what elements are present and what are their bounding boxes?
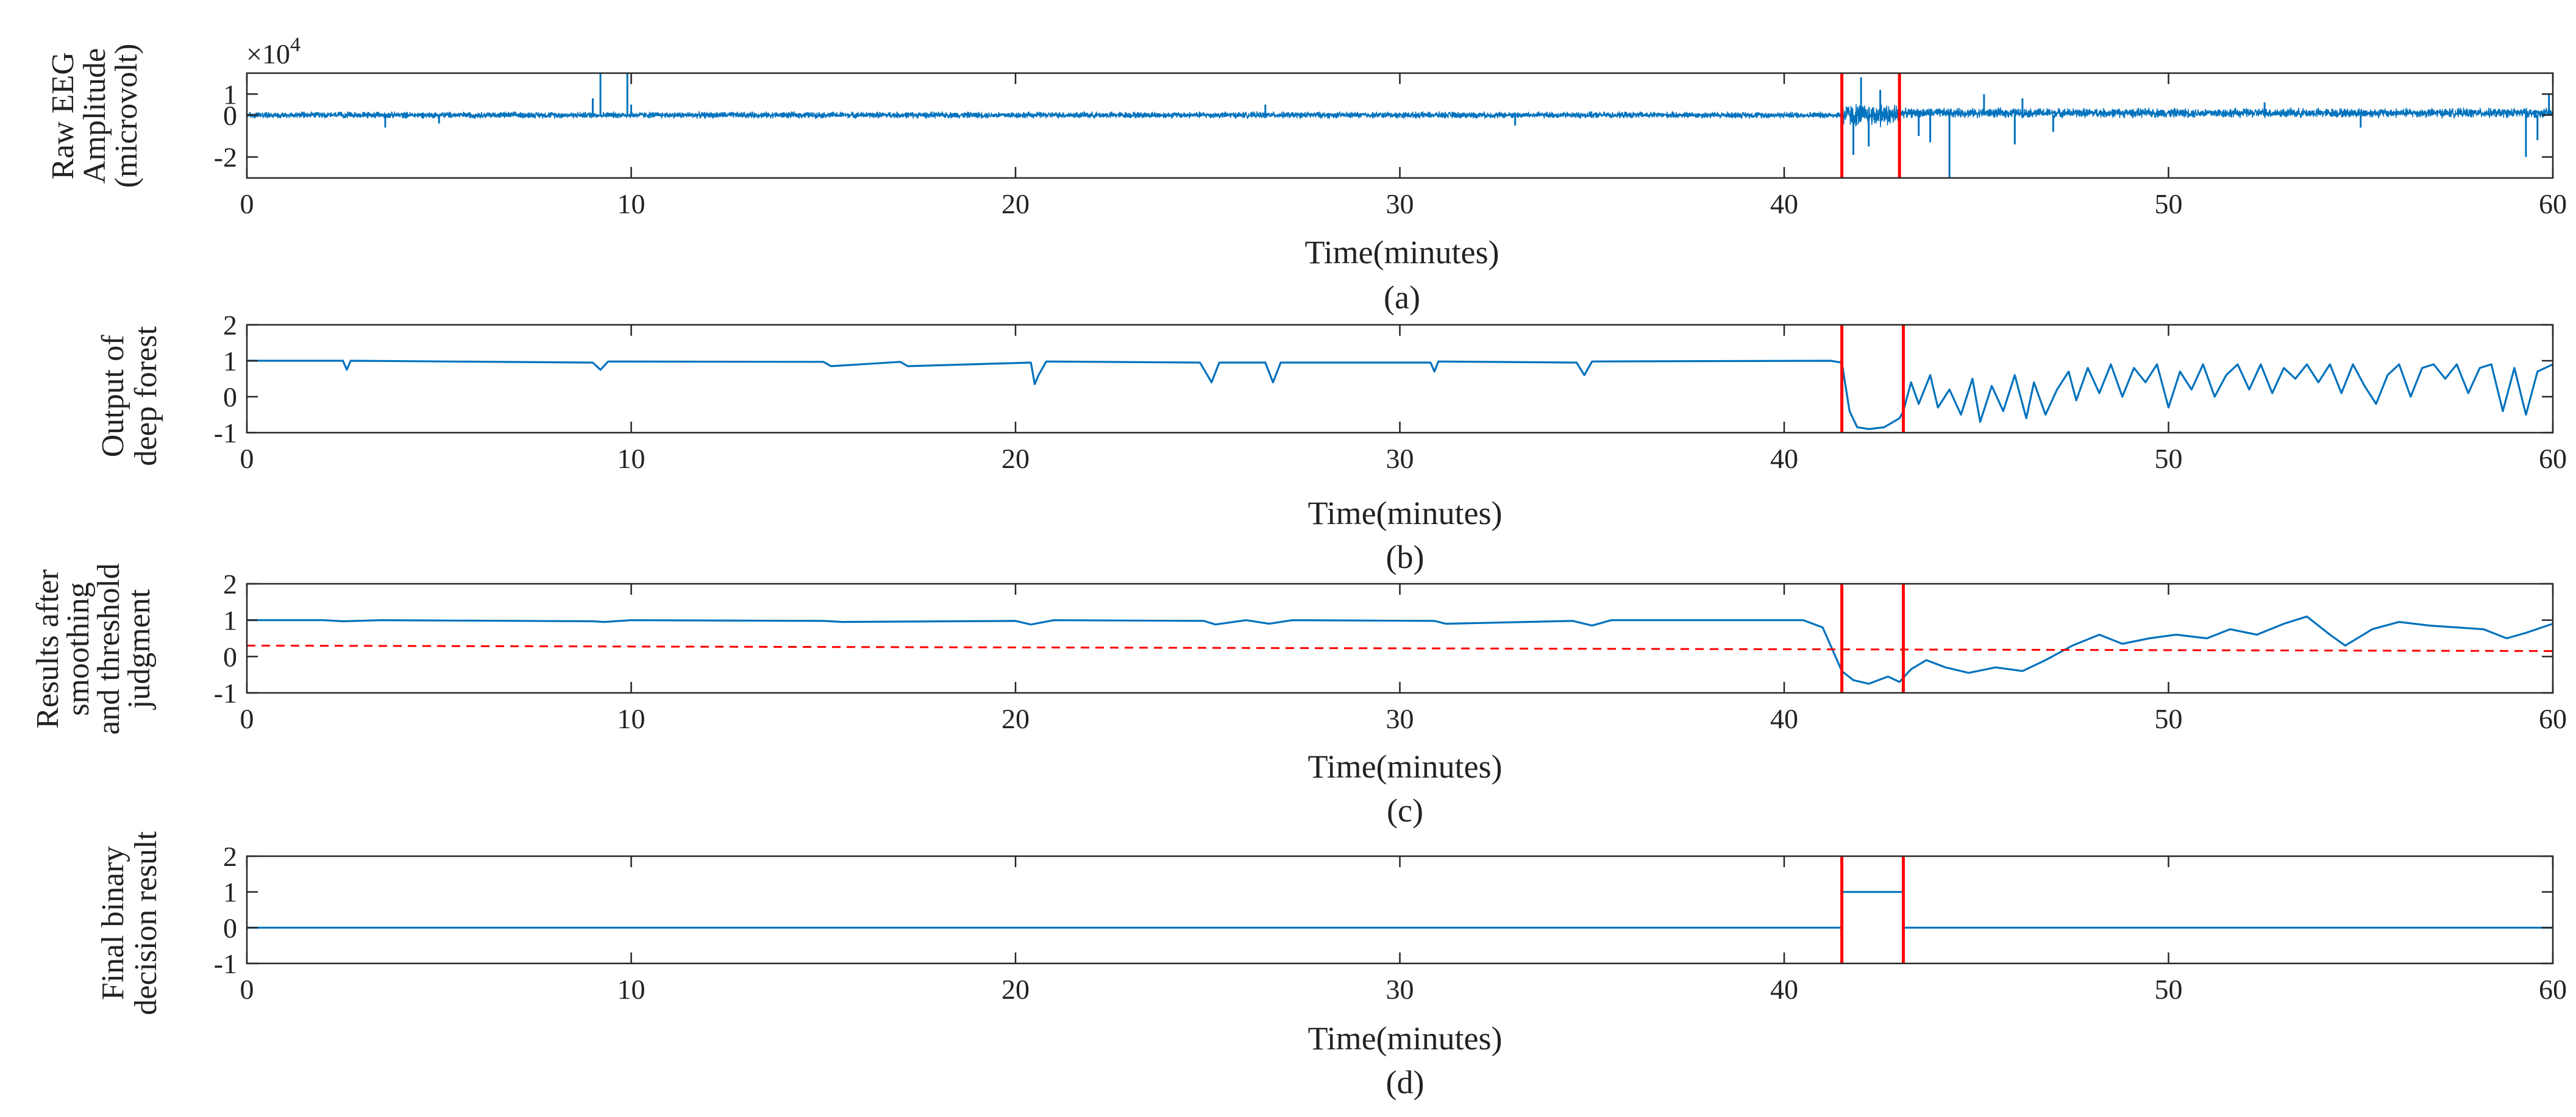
panel-c-ylabel-line1: Results after: [30, 569, 65, 728]
panel-a-ylabel-line2: Amplitude: [77, 48, 112, 183]
panel-a-xtick-label: 60: [2539, 188, 2567, 219]
panel-b-axes-frame: [246, 324, 2554, 434]
panel-b-xtick-label: 30: [1386, 443, 1414, 474]
panel-b-series-line: [247, 360, 2553, 430]
panel-a-ylabel-line3: (microvolt): [109, 44, 144, 188]
panel-d-axes-frame: [246, 855, 2554, 965]
panel-d-ytick-label: 2: [223, 841, 237, 872]
panel-a-xtick-label: 10: [617, 188, 646, 219]
panel-a-xtick-label: 0: [240, 188, 254, 219]
panel-d-caption: (d): [1386, 1064, 1425, 1101]
panel-d-ytick-label: -1: [214, 948, 237, 979]
panel-c-plot-area: [247, 615, 2553, 685]
panel-d-xtick-label: 20: [1002, 974, 1030, 1005]
panel-d-xtick-label: 60: [2539, 974, 2567, 1005]
panel-d-ytick-label: 0: [223, 912, 237, 943]
panel-b-xtick-label: 10: [617, 443, 646, 474]
panel-c-xtick-label: 10: [617, 703, 646, 734]
panel-d-ytick-label: 1: [223, 877, 237, 908]
panel-b-ytick-label: 2: [223, 310, 237, 341]
panel-c-xtick-label: 40: [1770, 703, 1798, 734]
panel-c-ylabel-line3: and threshold: [91, 563, 126, 735]
panel-b-ytick-label: -1: [214, 417, 237, 449]
panel-c-ylabel: Results after smoothing and threshold ju…: [30, 563, 157, 735]
panel-c-ytick-label: 1: [223, 605, 237, 636]
panel-d-xlabel: Time(minutes): [1308, 1020, 1502, 1057]
panel-d-ylabel-line1: Final binary: [96, 846, 130, 1001]
panel-b-ylabel: Output of deep forest: [96, 326, 163, 466]
panel-a-y-exponent-power: 4: [290, 34, 301, 56]
panel-b-xtick-label: 20: [1002, 443, 1030, 474]
panel-a-axes-frame: [246, 72, 2554, 179]
panel-c-xtick-label: 50: [2155, 703, 2183, 734]
panel-c-series-line: [247, 615, 2553, 685]
panel-a-xtick-label: 30: [1386, 188, 1414, 219]
panel-b-xtick-label: 0: [240, 443, 254, 474]
panel-d-xtick-label: 30: [1386, 974, 1414, 1005]
panel-c-xtick-label: 60: [2539, 703, 2567, 734]
panel-b-ylabel-line1: Output of: [96, 335, 130, 457]
panel-d-ylabel-line2: decision result: [129, 831, 163, 1015]
panel-b-ylabel-line2: deep forest: [129, 326, 163, 466]
panel-a-series-line: [247, 104, 2553, 127]
panel-c-ytick-label: 0: [223, 641, 237, 672]
panel-b-ytick-label: 1: [223, 346, 237, 377]
panel-a-caption: (a): [1384, 279, 1420, 316]
panel-a-eeg: Raw EEG Amplitude (microvolt) ×104 Time(…: [46, 34, 2567, 316]
panel-c-xtick-label: 20: [1002, 703, 1030, 734]
panel-b-plot-area: [247, 360, 2553, 430]
panel-b-xtick-label: 50: [2155, 443, 2183, 474]
panel-c-threshold-line: [247, 644, 2553, 652]
panel-c-ylabel-line4: judgment: [122, 589, 157, 710]
panel-c-caption: (c): [1387, 792, 1423, 829]
panel-d-xtick-label: 10: [617, 974, 646, 1005]
panel-d-binary: Final binary decision result Time(minute…: [96, 831, 2567, 1101]
panel-b-xtick-label: 40: [1770, 443, 1798, 474]
panel-a-y-exponent: ×104: [246, 34, 301, 69]
panel-b-ytick-label: 0: [223, 381, 237, 413]
panel-c-ytick-label: 2: [223, 569, 237, 600]
panel-c-smoothed: Results after smoothing and threshold ju…: [30, 563, 2567, 829]
panel-c-xtick-label: 0: [240, 703, 254, 734]
panel-c-xlabel: Time(minutes): [1308, 748, 1502, 785]
panel-a-xtick-label: 50: [2155, 188, 2183, 219]
panel-a-xlabel: Time(minutes): [1304, 234, 1499, 271]
panel-a-ytick-label: 0: [223, 100, 237, 131]
panel-a-ytick-label: -2: [214, 142, 237, 173]
panel-b-xtick-label: 60: [2539, 443, 2567, 474]
panel-b-deep-forest: Output of deep forest Time(minutes) (b) …: [96, 310, 2567, 575]
panel-a-ylabel-line1: Raw EEG: [46, 52, 80, 179]
panel-c-ytick-label: -1: [214, 678, 237, 709]
panel-b-xlabel: Time(minutes): [1308, 495, 1502, 531]
panel-d-ylabel: Final binary decision result: [96, 831, 163, 1015]
panel-d-xtick-label: 0: [240, 974, 254, 1005]
panel-d-plot-area: [247, 891, 2553, 929]
panel-c-xtick-label: 30: [1386, 703, 1414, 734]
panel-c-ylabel-line2: smoothing: [61, 582, 96, 716]
panel-a-xtick-label: 40: [1770, 188, 1798, 219]
panel-a-ytick-label: 1: [223, 79, 237, 110]
panel-d-xtick-label: 40: [1770, 974, 1798, 1005]
panel-a-xtick-label: 20: [1002, 188, 1030, 219]
panel-a-ylabel: Raw EEG Amplitude (microvolt): [46, 44, 144, 188]
panel-b-caption: (b): [1386, 539, 1425, 575]
panel-d-series-line: [247, 891, 2553, 929]
panel-a-plot-area: [247, 73, 2553, 178]
panel-d-xtick-label: 50: [2155, 974, 2183, 1005]
